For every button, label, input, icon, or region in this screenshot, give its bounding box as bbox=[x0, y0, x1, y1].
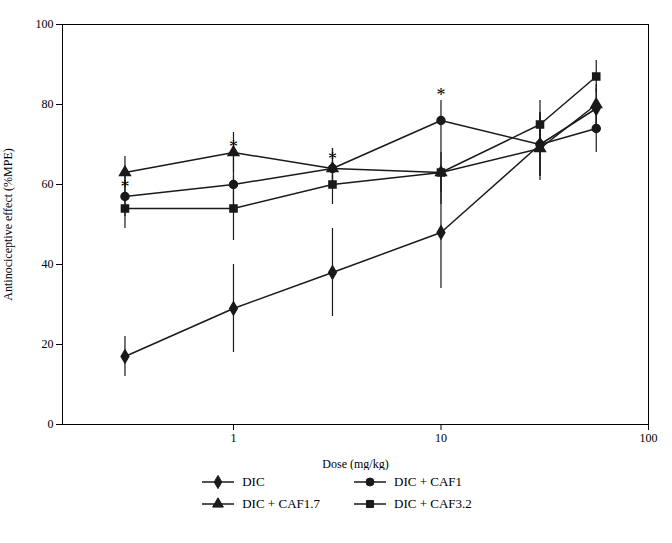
svg-text:20: 20 bbox=[42, 337, 54, 351]
html-text:DIC + CAF3.2: DIC + CAF3.2 bbox=[394, 496, 472, 511]
svg-text:*: * bbox=[328, 149, 337, 169]
svg-text:40: 40 bbox=[42, 257, 54, 271]
html-text:DIC + CAF1: DIC + CAF1 bbox=[394, 474, 462, 489]
svg-text:80: 80 bbox=[42, 97, 54, 111]
svg-text:*: * bbox=[120, 177, 129, 197]
svg-text:1: 1 bbox=[230, 431, 236, 445]
svg-text:Dose (mg/kg): Dose (mg/kg) bbox=[322, 457, 388, 471]
svg-text:10: 10 bbox=[435, 431, 447, 445]
html-text:DIC + CAF1.7: DIC + CAF1.7 bbox=[242, 496, 320, 511]
svg-text:60: 60 bbox=[42, 177, 54, 191]
svg-text:Antinociceptive effect (%MPE): Antinociceptive effect (%MPE) bbox=[1, 148, 15, 300]
svg-text:*: * bbox=[436, 85, 445, 105]
svg-text:*: * bbox=[229, 137, 238, 157]
svg-text:0: 0 bbox=[48, 417, 54, 431]
svg-text:100: 100 bbox=[36, 17, 54, 31]
html-text:DIC: DIC bbox=[242, 474, 265, 489]
svg-text:100: 100 bbox=[640, 431, 658, 445]
